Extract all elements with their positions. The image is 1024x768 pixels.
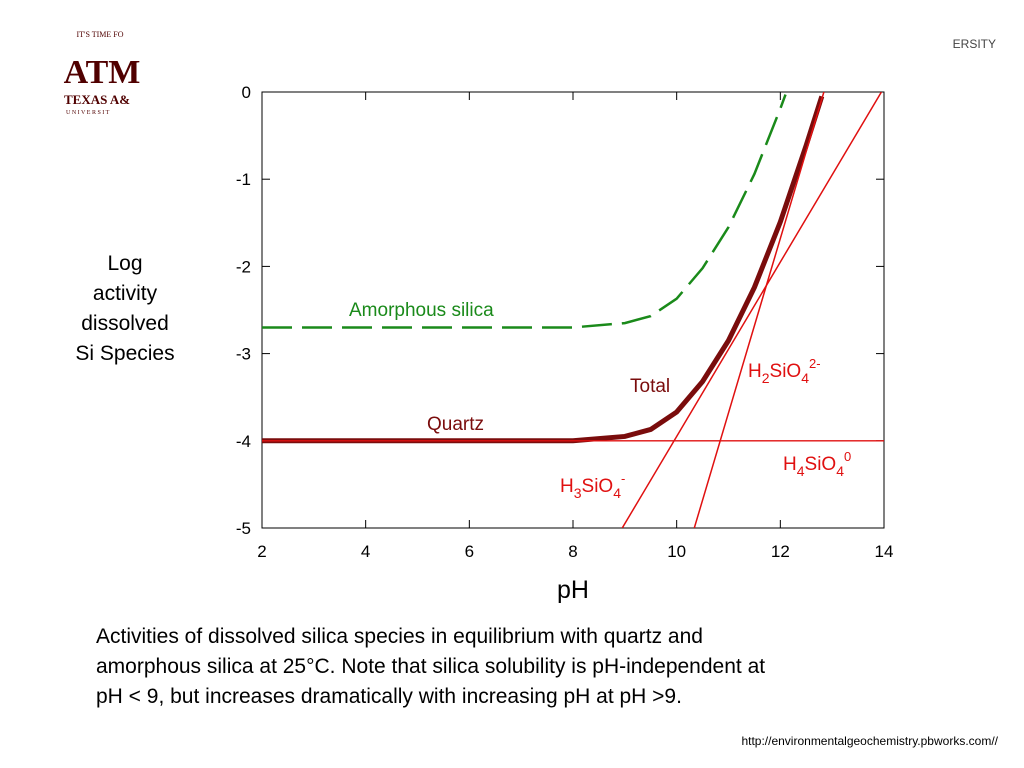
annotation: Total xyxy=(630,376,670,397)
x-tick-label: 6 xyxy=(465,542,474,561)
annotation-part: SiO xyxy=(770,361,802,382)
corner-text: ERSITY xyxy=(953,37,996,51)
y-tick-label: -5 xyxy=(236,519,251,538)
annotation-part: H xyxy=(560,476,574,497)
annotation: H2SiO42- xyxy=(748,356,821,386)
annotation-part: SiO xyxy=(805,454,837,475)
annotation-part: - xyxy=(621,471,625,486)
y-axis-label: activity xyxy=(93,282,158,305)
x-tick-label: 10 xyxy=(667,542,686,561)
x-tick-label: 8 xyxy=(568,542,577,561)
annotation: H4SiO40 xyxy=(783,449,851,479)
x-tick-label: 2 xyxy=(257,542,266,561)
annotation-part: Amorphous silica xyxy=(349,300,494,321)
annotation-part: 4 xyxy=(836,463,844,479)
annotation: H3SiO4- xyxy=(560,471,625,501)
y-tick-label: -3 xyxy=(236,345,251,364)
annotation-part: 4 xyxy=(801,370,809,386)
annotation-part: 2- xyxy=(809,356,821,371)
annotation-part: Quartz xyxy=(427,414,484,435)
annotation-part: 4 xyxy=(613,485,621,501)
series-group xyxy=(262,92,884,528)
y-axis-label: Log xyxy=(107,252,142,275)
y-axis-label: dissolved xyxy=(81,312,169,335)
annotation-part: 2 xyxy=(762,370,770,386)
x-tick-label: 12 xyxy=(771,542,790,561)
caption-line: Activities of dissolved silica species i… xyxy=(96,625,703,648)
series-line xyxy=(262,94,787,329)
annotation: Quartz xyxy=(427,414,484,435)
annotation-part: 3 xyxy=(574,485,582,501)
x-axis-label: pH xyxy=(557,576,589,604)
annotation-part: SiO xyxy=(582,476,614,497)
annotation-part: H xyxy=(783,454,797,475)
y-tick-label: 0 xyxy=(242,83,251,102)
source-url: http://environmentalgeochemistry.pbworks… xyxy=(741,734,998,748)
annotation-part: Total xyxy=(630,376,670,397)
caption-line: pH < 9, but increases dramatically with … xyxy=(96,685,682,708)
logo-mark: ATM xyxy=(64,54,141,91)
series-line xyxy=(693,92,825,528)
y-tick-label: -4 xyxy=(236,432,251,451)
y-tick-label: -1 xyxy=(236,170,251,189)
annotation-part: H xyxy=(748,361,762,382)
logo: IT'S TIME FO ATM TEXAS A& U N I V E R S … xyxy=(64,30,141,116)
logo-sub: U N I V E R S I T xyxy=(66,110,110,116)
series-line xyxy=(621,92,883,528)
annotation-part: 4 xyxy=(797,463,805,479)
caption-line: amorphous silica at 25°C. Note that sili… xyxy=(96,655,765,678)
annotation-part: 0 xyxy=(844,449,851,464)
y-axis-label: Si Species xyxy=(75,342,174,365)
logo-tagline: IT'S TIME FO xyxy=(76,30,123,39)
series-line xyxy=(262,95,825,444)
x-tick-label: 4 xyxy=(361,542,370,561)
x-tick-label: 14 xyxy=(875,542,894,561)
logo-name: TEXAS A& xyxy=(64,92,130,107)
y-tick-label: -2 xyxy=(236,257,251,276)
annotation: Amorphous silica xyxy=(349,300,494,321)
